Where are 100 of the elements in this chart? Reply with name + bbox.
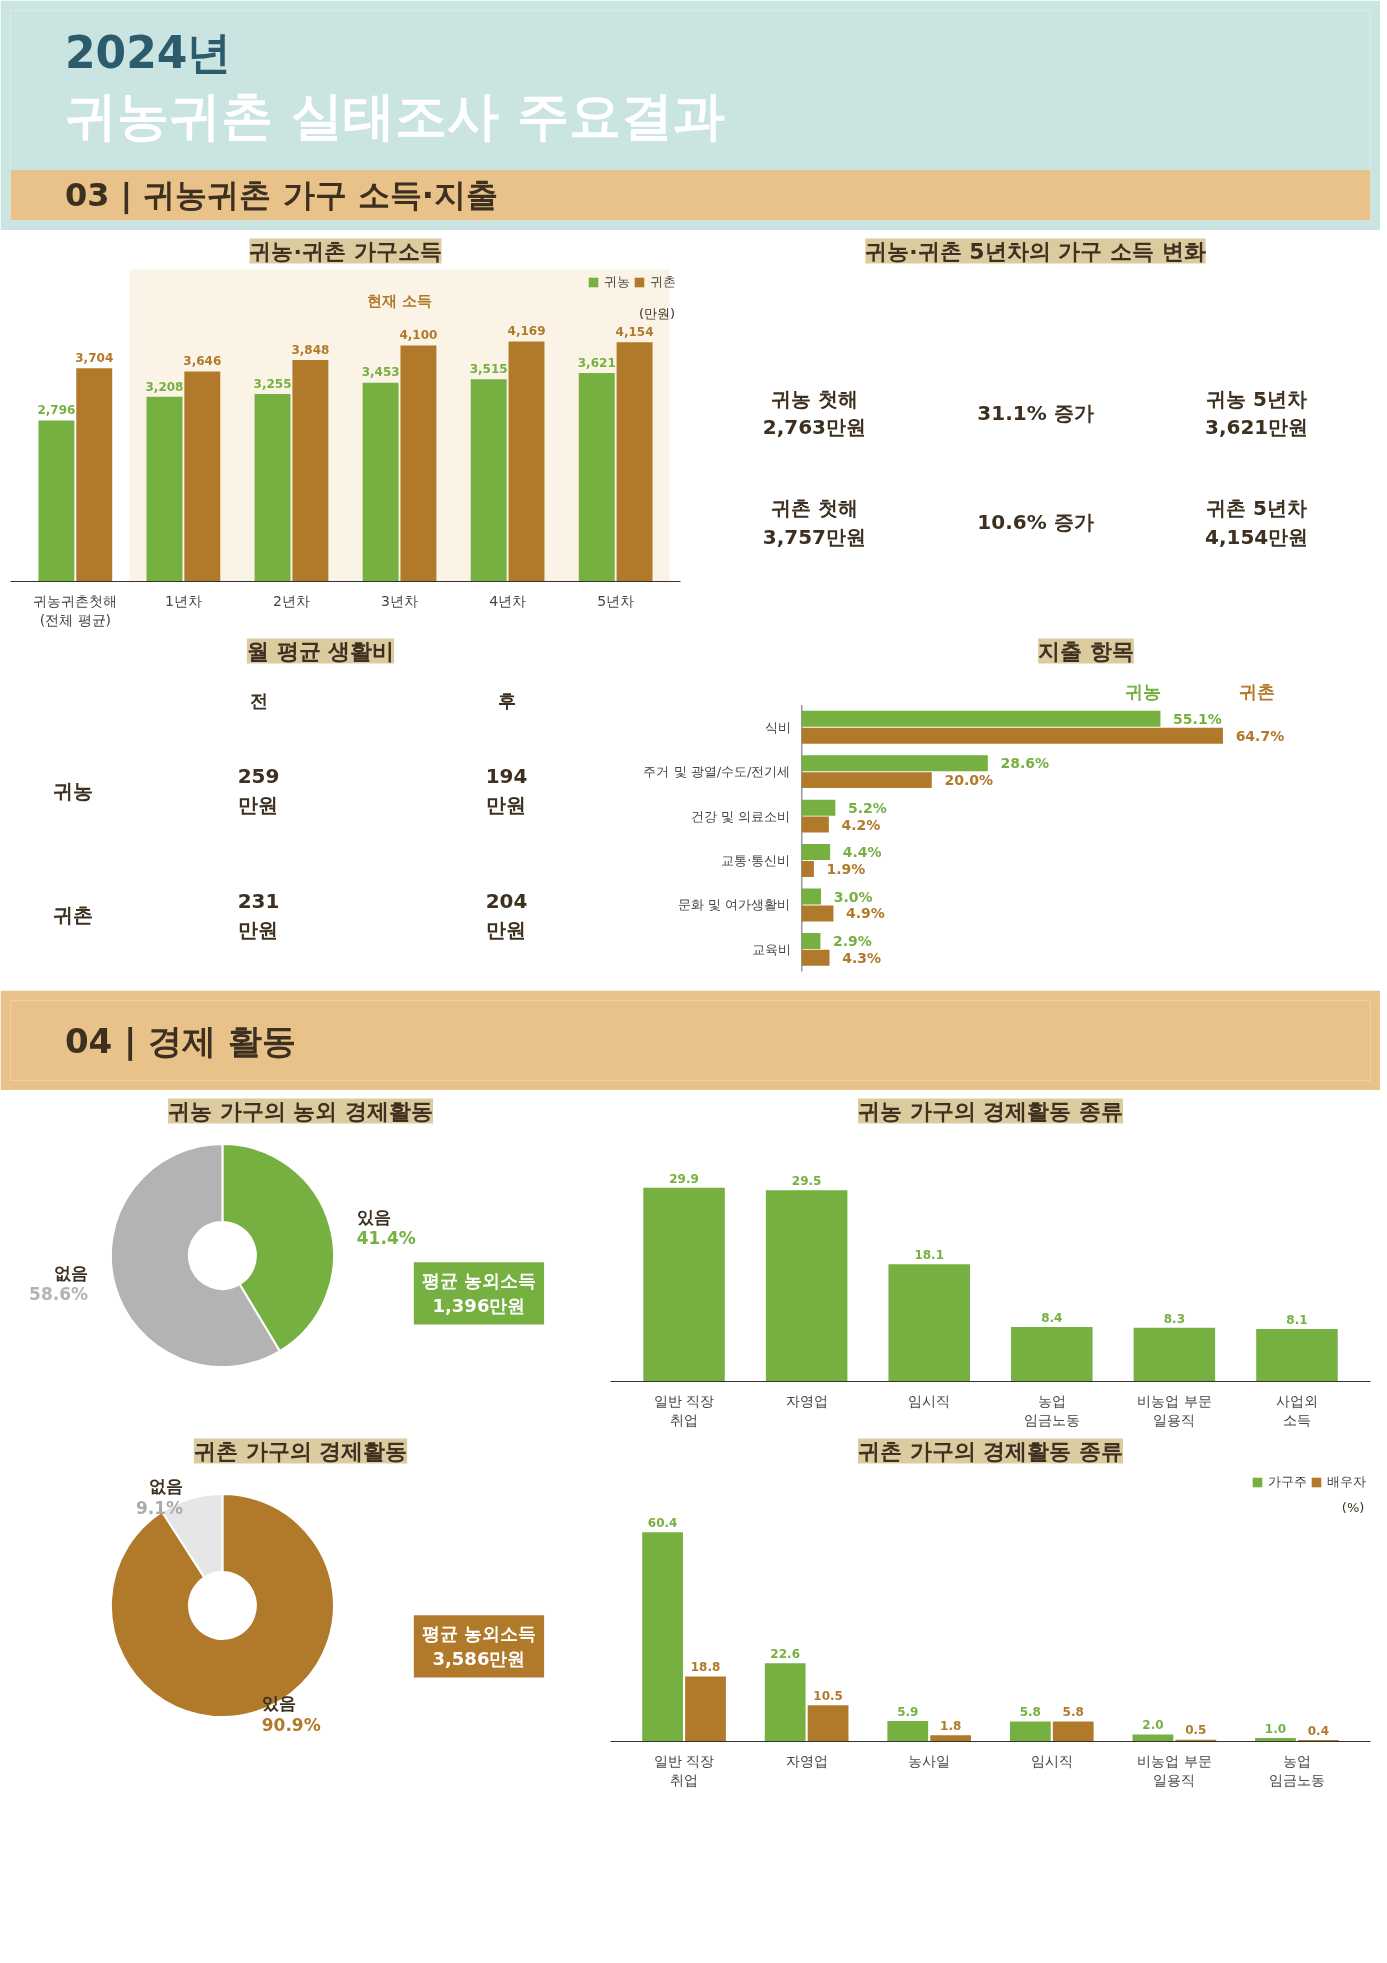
chart-title: 귀농 가구의 경제활동 종류 <box>858 1098 1123 1124</box>
data-label: 18.1 <box>914 1248 945 1263</box>
series-label: 귀촌 <box>1238 681 1275 703</box>
data-label: 5.8 <box>1019 1704 1041 1719</box>
text: 귀농 5년차 3,621만원 <box>1204 386 1309 440</box>
data-label: 2.0 <box>1142 1718 1164 1733</box>
data-label: 4.2% <box>841 816 881 833</box>
text: 전 <box>249 690 268 712</box>
x-tick-label: 농사일 <box>908 1752 951 1769</box>
y-tick-label: 주거 및 광열/수도/전기세 <box>643 764 791 780</box>
text: 231 만원 <box>237 888 280 942</box>
x-tick-label: 5년차 <box>597 592 635 609</box>
y-tick-label: 교육비 <box>751 941 791 957</box>
text: 후 <box>497 690 516 712</box>
data-label: 9.1% <box>135 1497 184 1518</box>
x-tick-label: 1년차 <box>164 592 202 609</box>
data-label: 0.5 <box>1185 1723 1207 1738</box>
data-label: 28.6% <box>1000 755 1050 772</box>
data-label: 60.4 <box>647 1515 678 1530</box>
x-tick-label: 비농업 부문 일용직 <box>1137 1392 1212 1428</box>
data-label: 3,515 <box>469 361 508 376</box>
x-tick-label: 사업외 소득 <box>1275 1392 1318 1428</box>
y-tick-label: 교통·통신비 <box>721 853 791 869</box>
data-label: 29.9 <box>669 1171 699 1186</box>
text: 평균 농외소득 1,396만원 <box>421 1270 537 1317</box>
text: 평균 농외소득 3,586만원 <box>421 1623 537 1670</box>
x-tick-label: 일반 직장 취업 <box>653 1392 715 1428</box>
chart-title: 귀촌 가구의 경제활동 종류 <box>858 1438 1123 1464</box>
text: 귀촌 첫해 3,757만원 <box>762 495 867 549</box>
data-label: 4.3% <box>842 949 881 966</box>
legend-label: 귀촌 <box>650 273 676 291</box>
text: 204 만원 <box>485 888 528 942</box>
text: 194 만원 <box>485 764 528 818</box>
slice-label: 있음 <box>356 1207 391 1228</box>
data-label: 41.4% <box>356 1227 416 1248</box>
text: 귀농 <box>52 778 93 803</box>
data-label: 4,100 <box>399 328 438 343</box>
text: 귀촌 5년차 4,154만원 <box>1204 495 1309 549</box>
x-tick-label: 2년차 <box>273 592 310 609</box>
data-label: 4.9% <box>846 905 885 922</box>
data-label: 3,621 <box>577 355 616 370</box>
x-tick-label: 귀농귀촌첫해 (전체 평균) <box>33 592 118 628</box>
x-tick-label: 자영업 <box>785 1752 828 1769</box>
text: 259 만원 <box>237 764 280 818</box>
x-tick-label: 농업 임금노동 <box>1268 1752 1325 1788</box>
legend-label: 가구주 <box>1268 1473 1307 1491</box>
data-label: 2.9% <box>833 932 872 949</box>
data-label: 10.5 <box>813 1688 843 1703</box>
data-label: 8.1 <box>1286 1312 1308 1327</box>
x-tick-label: 농업 임금노동 <box>1023 1392 1080 1428</box>
data-label: 4.4% <box>842 844 882 861</box>
chart-title: 지출 항목 <box>1038 638 1134 664</box>
text: 귀농 첫해 2,763만원 <box>762 386 867 440</box>
text: 31.1% 증가 <box>977 401 1094 426</box>
data-label: 3,255 <box>253 376 292 391</box>
legend-label: 귀농 <box>604 273 630 291</box>
text: 04 | 경제 활동 <box>64 1020 297 1061</box>
x-tick-label: 3년차 <box>381 592 418 609</box>
slice-label: 없음 <box>54 1263 89 1284</box>
data-label: 3.0% <box>833 888 873 905</box>
chart-title: 귀농 가구의 농외 경제활동 <box>168 1098 433 1124</box>
chart-title: 귀농·귀촌 가구소득 <box>249 238 442 264</box>
data-label: 0.4 <box>1307 1723 1330 1738</box>
data-label: 3,848 <box>291 342 330 357</box>
band-label: 현재 소득 <box>366 291 433 310</box>
text: 2024년 <box>64 27 232 78</box>
data-label: 22.6 <box>770 1646 800 1661</box>
data-label: 1.8 <box>940 1718 962 1733</box>
text: 월 평균 생활비 <box>246 638 395 664</box>
text: 10.6% 증가 <box>977 510 1094 535</box>
data-label: 3,453 <box>361 365 400 380</box>
data-label: 29.5 <box>791 1174 822 1189</box>
data-label: 4,169 <box>507 324 546 339</box>
data-label: 55.1% <box>1173 710 1222 727</box>
data-label: 64.7% <box>1235 727 1285 744</box>
data-label: 5.8 <box>1062 1704 1084 1719</box>
x-tick-label: 자영업 <box>785 1392 828 1409</box>
data-label: 1.0 <box>1264 1721 1287 1736</box>
slice-label: 없음 <box>149 1475 184 1496</box>
text: 귀농·귀촌 5년차의 가구 소득 변화 <box>865 238 1206 264</box>
data-label: 4,154 <box>615 325 654 340</box>
data-label: 58.6% <box>29 1283 89 1304</box>
data-label: 18.8 <box>690 1659 721 1674</box>
data-label: 8.4 <box>1041 1311 1063 1325</box>
x-tick-label: 4년차 <box>489 592 527 609</box>
x-tick-label: 임시직 <box>1030 1752 1073 1769</box>
y-tick-label: 건강 및 의료소비 <box>691 808 791 824</box>
data-label: 3,208 <box>145 379 184 394</box>
series-label: 귀농 <box>1124 681 1161 703</box>
data-label: 8.3 <box>1163 1311 1186 1326</box>
data-label: 20.0% <box>944 772 994 789</box>
y-tick-label: 문화 및 여가생활비 <box>678 897 791 913</box>
x-tick-label: 비농업 부문 일용직 <box>1137 1752 1212 1788</box>
data-label: 2,796 <box>37 403 76 418</box>
text: (만원) <box>638 305 676 321</box>
text: (%) <box>1341 1500 1365 1516</box>
text: 귀촌 <box>52 903 93 928</box>
x-tick-label: 일반 직장 취업 <box>653 1752 715 1788</box>
data-label: 3,704 <box>75 351 114 366</box>
data-label: 5.9 <box>897 1704 919 1719</box>
